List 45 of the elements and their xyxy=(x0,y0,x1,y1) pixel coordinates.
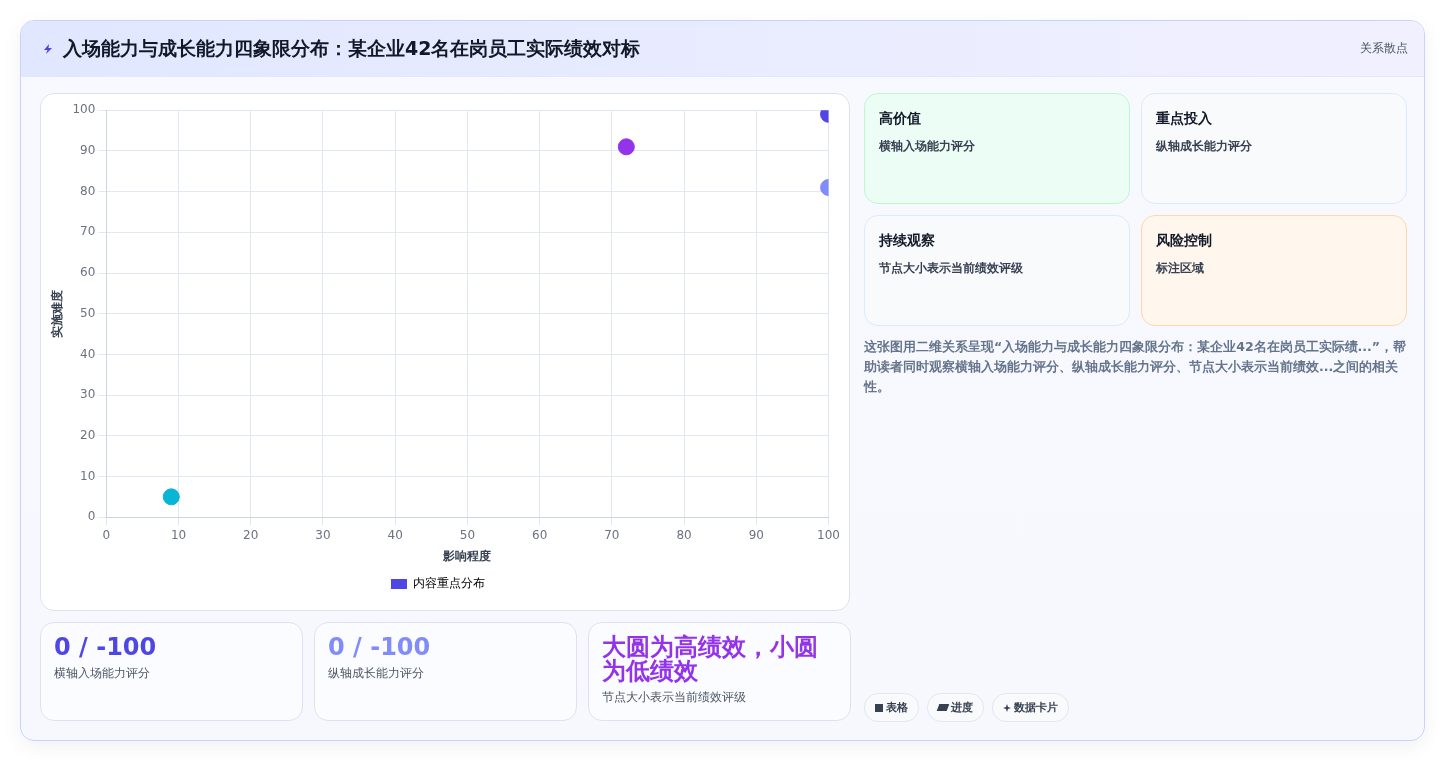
x-axis-title: 影响程度 xyxy=(442,548,492,563)
text: 关系散点 xyxy=(1360,40,1408,57)
y-tick-label: 10 xyxy=(80,468,96,483)
text: 横轴入场能力评分 xyxy=(879,138,976,155)
text: 节点大小表示当前绩效评级 xyxy=(602,689,747,706)
x-tick-label: 60 xyxy=(532,527,548,542)
text: 这张图用二维关系呈现“入场能力与成长能力四象限分布：某企业42名在岗员工实际绩...”，帮助读者同时观察横轴入场能力评分、纵轴成长能力评分、节点大小表示当前绩效...之间的相关性。 xyxy=(864,338,1408,396)
y-tick-label: 50 xyxy=(80,305,96,320)
text: 高价值 xyxy=(879,110,922,128)
y-tick-label: 70 xyxy=(80,224,96,239)
x-tick-label: 40 xyxy=(387,527,403,542)
text: 横轴入场能力评分 xyxy=(54,665,151,682)
text: 重点投入 xyxy=(1156,110,1213,128)
x-tick-label: 70 xyxy=(604,527,620,542)
text: 节点大小表示当前绩效评级 xyxy=(879,260,1024,277)
x-tick-label: 100 xyxy=(817,527,840,542)
text: 进度 xyxy=(951,700,973,715)
chart-title: 入场能力与成长能力四象限分布：某企业42名在岗员工实际绩效对标 xyxy=(63,36,641,61)
text: 表格 xyxy=(886,700,908,715)
text: 持续观察 xyxy=(879,232,936,250)
text: 标注区域 xyxy=(1156,260,1205,277)
y-axis-title: 实施难度 xyxy=(50,289,65,338)
y-tick-label: 0 xyxy=(87,509,96,524)
y-tick-label: 30 xyxy=(80,387,96,402)
y-tick-label: 90 xyxy=(80,143,96,158)
text: 纵轴成长能力评分 xyxy=(328,665,425,682)
text: 大圆为高绩效，小圆为低绩效 xyxy=(602,633,819,685)
x-tick-label: 10 xyxy=(170,527,187,542)
x-tick-label: 80 xyxy=(676,527,692,542)
x-tick-label: 30 xyxy=(315,527,331,542)
x-tick-label: 0 xyxy=(102,527,111,542)
x-tick-label: 20 xyxy=(243,527,259,542)
y-tick-label: 100 xyxy=(72,102,96,117)
y-tick-label: 60 xyxy=(80,265,96,280)
y-tick-label: 40 xyxy=(80,346,96,361)
y-tick-label: 80 xyxy=(80,183,96,198)
text: 数据卡片 xyxy=(1014,700,1058,715)
y-tick-label: 20 xyxy=(80,427,96,442)
text: 0 / -100 xyxy=(328,633,432,661)
text: 纵轴成长能力评分 xyxy=(1156,138,1253,155)
legend-label: 内容重点分布 xyxy=(413,576,485,591)
text: 风险控制 xyxy=(1156,232,1213,250)
x-tick-label: 50 xyxy=(459,527,476,542)
x-tick-label: 90 xyxy=(748,527,764,542)
text: 0 / -100 xyxy=(54,633,158,661)
